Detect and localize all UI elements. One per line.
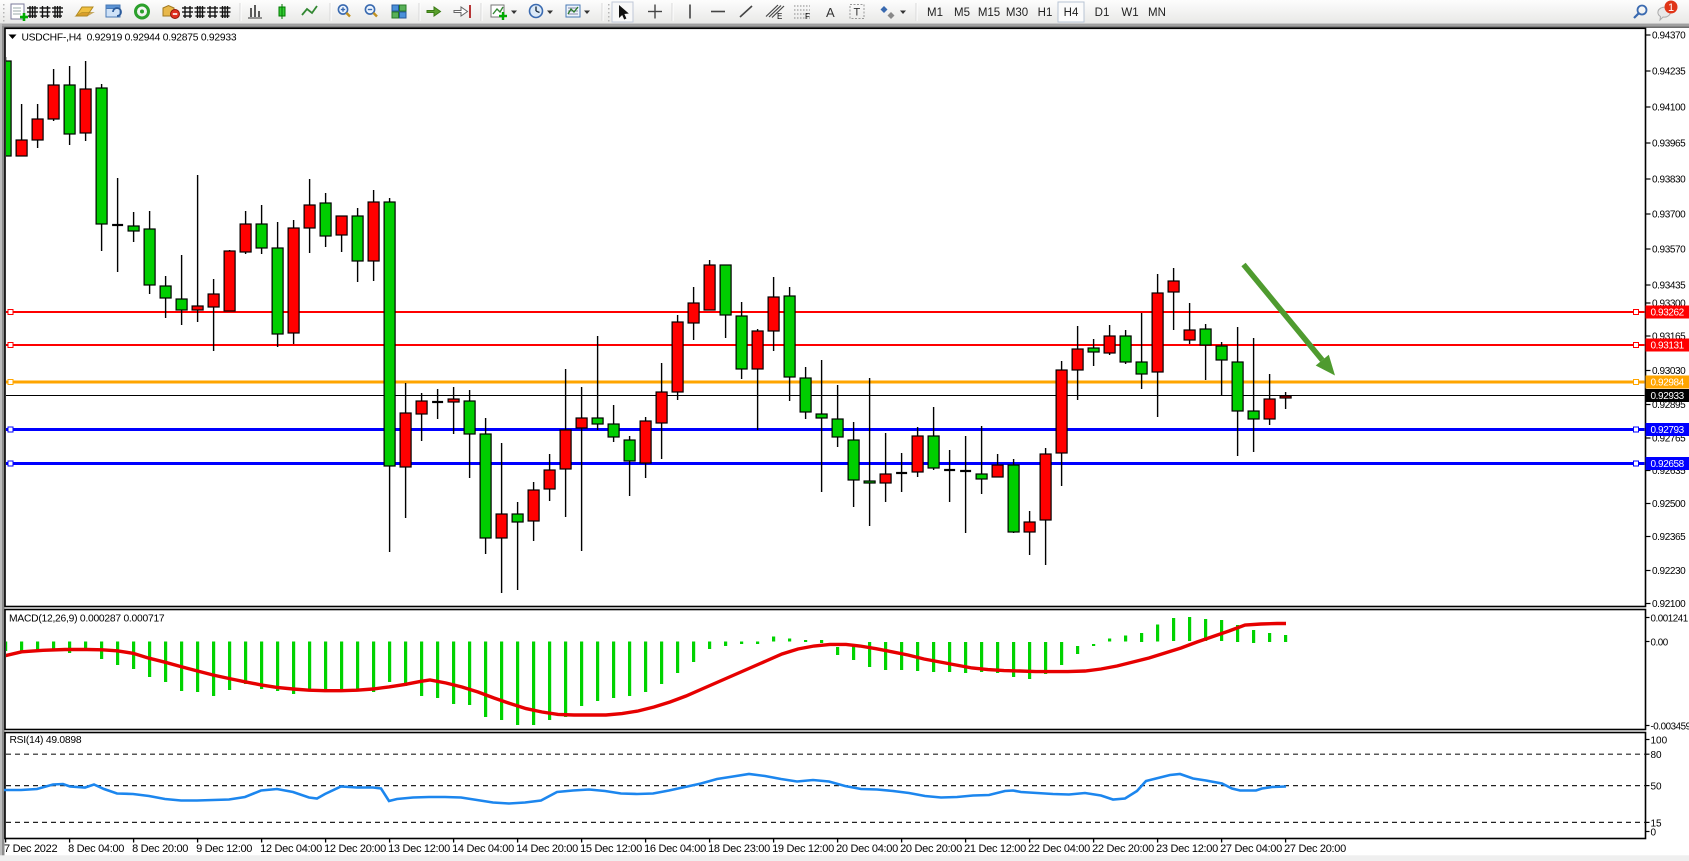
svg-text:0.93030: 0.93030 — [1652, 366, 1686, 377]
svg-text:0: 0 — [1651, 828, 1657, 839]
svg-text:13 Dec 12:00: 13 Dec 12:00 — [388, 843, 450, 855]
svg-text:0.93262: 0.93262 — [1651, 308, 1685, 319]
svg-text:7 Dec 2022: 7 Dec 2022 — [4, 843, 57, 855]
svg-text:0.93830: 0.93830 — [1652, 175, 1686, 186]
svg-text:22 Dec 04:00: 22 Dec 04:00 — [1028, 843, 1090, 855]
svg-text:E: E — [777, 12, 782, 21]
svg-text:0.92100: 0.92100 — [1652, 599, 1686, 610]
svg-text:USDCHF-,H4 0.92919 0.92944 0.: USDCHF-,H4 0.92919 0.92944 0.92875 0.929… — [22, 32, 237, 43]
svg-text:0.92365: 0.92365 — [1652, 532, 1686, 543]
svg-text:8 Dec 20:00: 8 Dec 20:00 — [132, 843, 188, 855]
svg-text:MN: MN — [1148, 7, 1166, 19]
svg-text:T: T — [854, 7, 861, 19]
svg-text:8 Dec 04:00: 8 Dec 04:00 — [68, 843, 124, 855]
svg-text:MACD(12,26,9) 0.000287 0.00071: MACD(12,26,9) 0.000287 0.000717 — [9, 614, 165, 625]
svg-text:-0.003459: -0.003459 — [1651, 722, 1689, 733]
svg-text:0.94370: 0.94370 — [1652, 31, 1686, 42]
svg-text:F: F — [805, 12, 810, 21]
svg-text:100: 100 — [1651, 736, 1668, 747]
svg-text:0.93435: 0.93435 — [1652, 281, 1686, 292]
svg-text:0.92984: 0.92984 — [1651, 378, 1685, 389]
svg-text:12 Dec 20:00: 12 Dec 20:00 — [324, 843, 386, 855]
svg-text:0.93700: 0.93700 — [1652, 210, 1686, 221]
svg-text:0.93300: 0.93300 — [1652, 299, 1686, 310]
svg-text:12 Dec 04:00: 12 Dec 04:00 — [260, 843, 322, 855]
svg-text:16 Dec 04:00: 16 Dec 04:00 — [644, 843, 706, 855]
svg-text:0.001241: 0.001241 — [1651, 614, 1688, 625]
svg-text:H1: H1 — [1038, 7, 1053, 19]
svg-text:21 Dec 12:00: 21 Dec 12:00 — [964, 843, 1026, 855]
svg-text:9 Dec 12:00: 9 Dec 12:00 — [196, 843, 252, 855]
svg-text:0.92230: 0.92230 — [1652, 566, 1686, 577]
svg-text:0.92895: 0.92895 — [1652, 400, 1686, 411]
svg-text:0.92933: 0.92933 — [1651, 391, 1685, 402]
svg-text:80: 80 — [1651, 750, 1663, 761]
svg-text:0.92765: 0.92765 — [1652, 434, 1686, 445]
svg-text:15: 15 — [1651, 818, 1663, 829]
svg-text:M30: M30 — [1006, 7, 1028, 19]
svg-text:20 Dec 04:00: 20 Dec 04:00 — [836, 843, 898, 855]
svg-text:0.92658: 0.92658 — [1651, 459, 1685, 470]
svg-text:14 Dec 20:00: 14 Dec 20:00 — [516, 843, 578, 855]
svg-text:M1: M1 — [927, 7, 943, 19]
svg-text:RSI(14) 49.0898: RSI(14) 49.0898 — [10, 735, 82, 746]
svg-text:W1: W1 — [1121, 7, 1138, 19]
svg-text:27 Dec 04:00: 27 Dec 04:00 — [1220, 843, 1282, 855]
svg-text:0.92635: 0.92635 — [1652, 466, 1686, 477]
svg-text:1: 1 — [1668, 2, 1674, 14]
svg-text:0.93570: 0.93570 — [1652, 245, 1686, 256]
svg-text:0.00: 0.00 — [1651, 638, 1669, 649]
svg-text:H4: H4 — [1064, 7, 1079, 19]
svg-text:M5: M5 — [954, 7, 970, 19]
svg-text:0.93965: 0.93965 — [1652, 139, 1686, 150]
svg-text:50: 50 — [1651, 782, 1663, 793]
svg-text:18 Dec 23:00: 18 Dec 23:00 — [708, 843, 770, 855]
svg-text:0.94235: 0.94235 — [1652, 67, 1686, 78]
svg-text:0.92500: 0.92500 — [1652, 499, 1686, 510]
svg-text:20 Dec 20:00: 20 Dec 20:00 — [900, 843, 962, 855]
svg-text:0.93131: 0.93131 — [1651, 341, 1685, 352]
svg-text:M15: M15 — [978, 7, 1000, 19]
svg-text:0.92793: 0.92793 — [1651, 425, 1685, 436]
svg-text:23 Dec 12:00: 23 Dec 12:00 — [1156, 843, 1218, 855]
svg-text:D1: D1 — [1095, 7, 1110, 19]
svg-text:14 Dec 04:00: 14 Dec 04:00 — [452, 843, 514, 855]
svg-text:A: A — [826, 5, 835, 20]
svg-text:15 Dec 12:00: 15 Dec 12:00 — [580, 843, 642, 855]
svg-text:19 Dec 12:00: 19 Dec 12:00 — [772, 843, 834, 855]
svg-text:27 Dec 20:00: 27 Dec 20:00 — [1284, 843, 1346, 855]
svg-text:0.93165: 0.93165 — [1652, 332, 1686, 343]
svg-text:0.94100: 0.94100 — [1652, 103, 1686, 114]
svg-text:22 Dec 20:00: 22 Dec 20:00 — [1092, 843, 1154, 855]
